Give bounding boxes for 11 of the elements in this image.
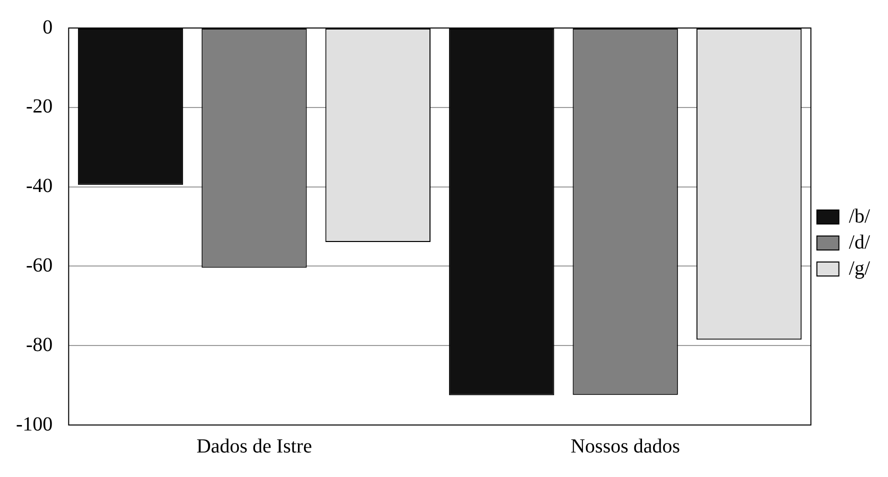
y-tick-label: -60 <box>26 254 53 276</box>
y-tick-label: 0 <box>42 16 53 38</box>
legend-label: /b/ <box>848 205 870 228</box>
y-tick-label: -20 <box>26 96 53 118</box>
legend-label: /d/ <box>848 231 870 254</box>
x-tick-label: Nossos dados <box>570 435 680 458</box>
y-tick-label: -80 <box>26 334 53 356</box>
y-tick-label: -40 <box>26 175 53 198</box>
x-tick-label: Dados de Istre <box>196 435 312 458</box>
legend-label: /g/ <box>848 257 870 280</box>
y-tick-label: -100 <box>16 413 53 436</box>
